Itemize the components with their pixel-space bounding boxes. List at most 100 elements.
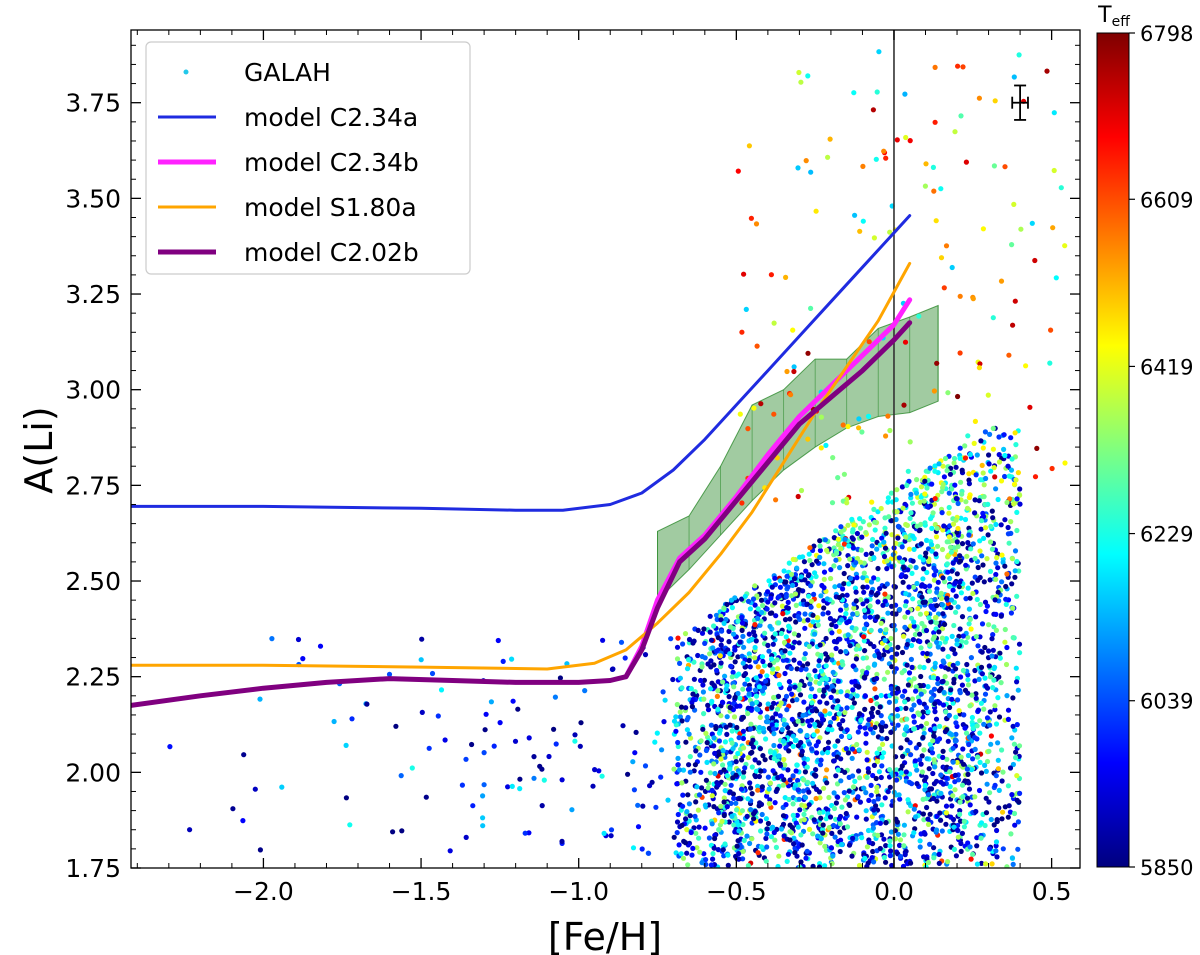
galah-star-point bbox=[988, 816, 994, 823]
galah-star-point bbox=[857, 711, 863, 717]
galah-star-point bbox=[806, 643, 812, 650]
galah-star-point bbox=[904, 716, 910, 722]
galah-star-point bbox=[620, 723, 626, 729]
galah-star-point bbox=[699, 785, 705, 791]
galah-star-point bbox=[693, 799, 699, 805]
galah-star-point bbox=[608, 833, 614, 839]
galah-star-point bbox=[722, 673, 728, 679]
galah-star-point bbox=[914, 781, 920, 787]
galah-star-point bbox=[821, 585, 827, 591]
galah-star-point bbox=[1016, 641, 1023, 647]
galah-star-point bbox=[788, 571, 795, 578]
galah-star-point bbox=[778, 630, 785, 637]
galah-star-point bbox=[917, 844, 923, 850]
galah-star-point bbox=[752, 644, 758, 651]
galah-star-point bbox=[837, 636, 843, 642]
galah-star-point bbox=[861, 638, 867, 644]
galah-star-point bbox=[722, 739, 729, 745]
galah-star-point bbox=[887, 843, 893, 849]
galah-star-point bbox=[729, 813, 735, 819]
galah-star-point bbox=[849, 853, 855, 859]
galah-star-point bbox=[847, 802, 853, 809]
galah-star-point bbox=[842, 797, 849, 803]
galah-star-point bbox=[902, 624, 908, 630]
galah-star-point bbox=[939, 602, 945, 608]
galah-star-point bbox=[723, 724, 729, 730]
galah-star-point bbox=[911, 806, 917, 812]
galah-star-point bbox=[903, 599, 909, 605]
galah-star-point bbox=[979, 621, 986, 627]
galah-star-point bbox=[965, 840, 971, 846]
galah-star-point bbox=[823, 806, 829, 812]
galah-star-point bbox=[904, 662, 910, 668]
galah-star-point bbox=[717, 653, 723, 659]
galah-star-point bbox=[796, 687, 802, 693]
galah-star-point bbox=[707, 613, 713, 619]
galah-star-point bbox=[964, 795, 971, 801]
galah-star-point bbox=[873, 820, 880, 826]
galah-star-point bbox=[729, 740, 735, 746]
galah-star-point bbox=[948, 604, 954, 611]
galah-star-point bbox=[809, 746, 815, 752]
galah-star-point bbox=[854, 741, 860, 748]
galah-star-point bbox=[923, 705, 930, 711]
galah-star-point bbox=[841, 541, 848, 547]
galah-star-point bbox=[780, 813, 787, 819]
galah-star-point bbox=[806, 593, 812, 599]
galah-star-point bbox=[733, 754, 739, 761]
legend-label: model C2.34a bbox=[244, 103, 418, 132]
galah-star-point bbox=[918, 691, 924, 697]
galah-star-point bbox=[684, 809, 690, 815]
galah-star-point bbox=[899, 544, 905, 550]
y-tick-label: 2.00 bbox=[65, 758, 121, 787]
galah-star-point bbox=[1002, 452, 1008, 459]
galah-star-point bbox=[838, 529, 844, 535]
galah-star-point bbox=[599, 773, 605, 779]
galah-star-point bbox=[932, 468, 938, 474]
galah-star-point bbox=[795, 493, 801, 500]
galah-star-point bbox=[940, 527, 946, 533]
galah-star-point bbox=[847, 643, 853, 649]
galah-star-point bbox=[782, 617, 789, 623]
galah-star-point bbox=[953, 593, 959, 599]
galah-star-point bbox=[509, 656, 515, 662]
galah-star-point bbox=[860, 163, 866, 169]
galah-star-point bbox=[864, 670, 870, 676]
galah-star-point bbox=[771, 700, 777, 707]
galah-star-point bbox=[878, 713, 884, 719]
galah-star-point bbox=[635, 802, 641, 808]
legend-marker-galah bbox=[183, 69, 189, 75]
galah-star-point bbox=[833, 623, 839, 630]
galah-star-point bbox=[893, 777, 900, 783]
galah-star-point bbox=[940, 575, 946, 581]
galah-star-point bbox=[957, 455, 963, 461]
galah-star-point bbox=[855, 794, 861, 800]
galah-star-point bbox=[824, 780, 830, 786]
galah-star-point bbox=[806, 741, 813, 747]
galah-star-point bbox=[771, 755, 777, 762]
galah-star-point bbox=[972, 794, 978, 800]
galah-star-point bbox=[759, 669, 765, 675]
galah-star-point bbox=[512, 738, 519, 744]
galah-star-point bbox=[753, 773, 759, 780]
galah-star-point bbox=[680, 855, 687, 861]
galah-star-point bbox=[837, 821, 843, 827]
galah-star-point bbox=[953, 464, 959, 470]
galah-star-point bbox=[776, 620, 782, 626]
galah-star-point bbox=[928, 516, 934, 522]
galah-star-point bbox=[986, 622, 992, 628]
galah-star-point bbox=[895, 523, 902, 530]
galah-star-point bbox=[860, 218, 866, 224]
galah-star-point bbox=[806, 826, 813, 833]
galah-star-point bbox=[919, 594, 925, 600]
galah-star-point bbox=[943, 709, 949, 715]
galah-star-point bbox=[740, 728, 747, 734]
galah-star-point bbox=[317, 643, 324, 649]
galah-star-point bbox=[794, 666, 800, 672]
galah-star-point bbox=[767, 780, 774, 786]
galah-star-point bbox=[671, 718, 678, 724]
galah-star-point bbox=[910, 558, 916, 564]
galah-star-point bbox=[771, 694, 777, 701]
galah-star-point bbox=[888, 635, 894, 642]
galah-star-point bbox=[1003, 596, 1009, 602]
